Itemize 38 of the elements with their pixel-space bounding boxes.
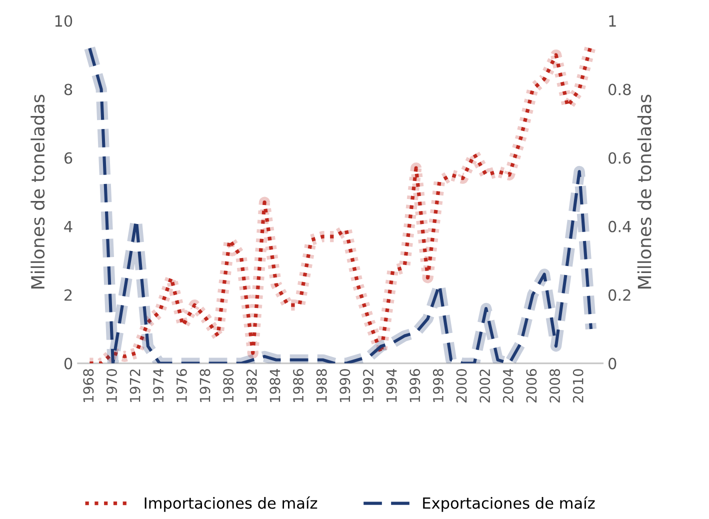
y2-tick-label: 0.8 (608, 84, 631, 96)
x-tick-label: 1978 (200, 369, 210, 402)
x-tick-label: 1976 (176, 369, 187, 402)
y2-axis-title: Millones de toneladas (637, 94, 652, 288)
y-tick-label: 2 (64, 289, 72, 301)
x-tick-label: 1986 (293, 369, 304, 402)
x-tick-label: 1984 (270, 368, 280, 402)
y2-tick-label: 0.2 (608, 289, 630, 301)
x-tick-label: 2000 (456, 369, 467, 402)
legend-label: Exportaciones de maíz (423, 496, 595, 512)
y-tick-label: 4 (64, 220, 72, 232)
x-tick-label: 2006 (526, 369, 537, 402)
x-tick-label: 2010 (572, 369, 584, 402)
x-tick-label: 1972 (130, 370, 140, 402)
x-tick-label: 1982 (246, 370, 257, 402)
y2-tick-label: 0.6 (608, 152, 631, 164)
x-tick-label: 1974 (153, 368, 164, 402)
x-tick-label: 1998 (432, 369, 444, 402)
x-tick-label: 1980 (223, 369, 234, 402)
x-tick-label: 2004 (502, 368, 514, 402)
y-tick-label: 6 (64, 152, 72, 164)
x-tick-label: 1996 (410, 369, 420, 402)
x-tick-label: 1994 (386, 368, 397, 402)
x-tick-label: 2008 (550, 369, 560, 402)
y-tick-label: 8 (64, 84, 72, 96)
x-tick-label: 1988 (316, 369, 327, 402)
y-tick-label: 10 (55, 15, 72, 27)
y2-tick-label: 0 (608, 358, 616, 370)
y-tick-label: 0 (64, 358, 72, 370)
y-axis-title: Millones de toneladas (30, 94, 45, 288)
x-tick-label: 1992 (362, 370, 374, 402)
x-tick-label: 1968 (83, 369, 94, 402)
legend-label: Importaciones de maíz (144, 496, 318, 512)
y2-tick-label: 0.4 (608, 220, 631, 232)
y2-tick-label: 1 (609, 15, 616, 27)
x-tick-label: 2002 (480, 370, 490, 402)
x-tick-label: 1970 (106, 369, 117, 402)
x-tick-label: 1990 (340, 369, 350, 402)
